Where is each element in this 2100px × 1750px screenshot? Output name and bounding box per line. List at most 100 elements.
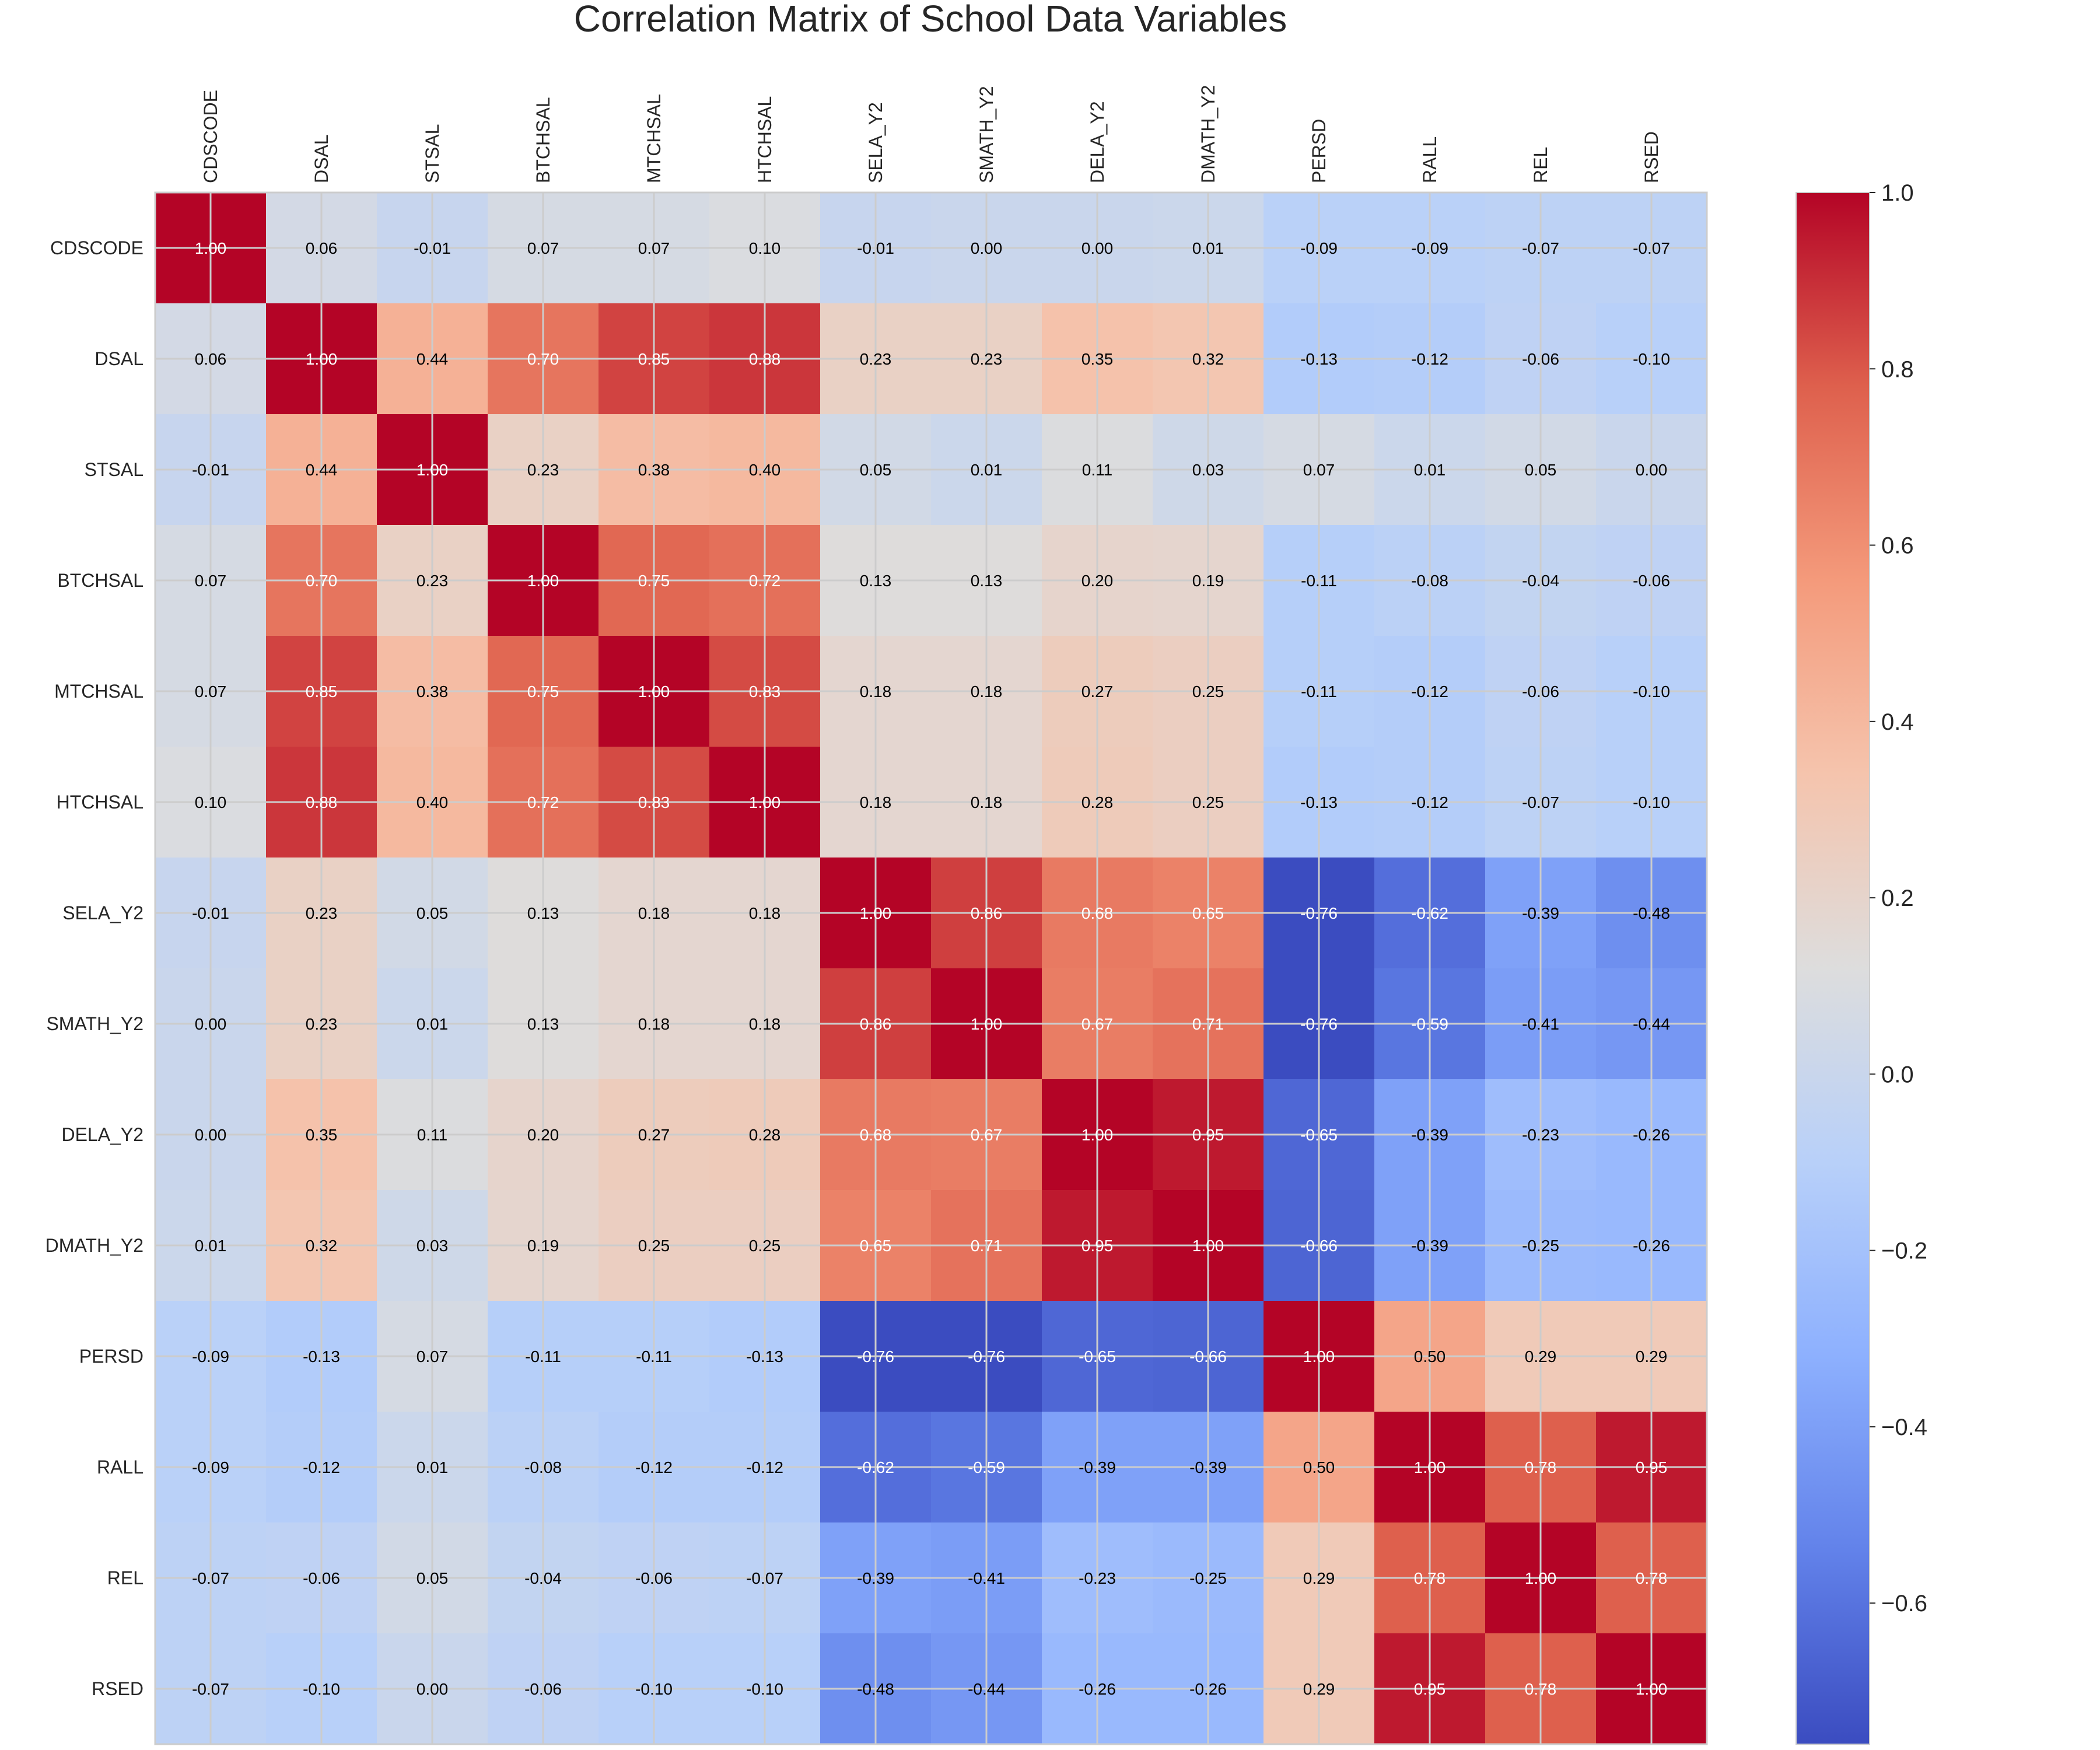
heatmap-cell-value: 0.50	[1303, 1458, 1335, 1476]
row-label: SELA_Y2	[62, 902, 144, 923]
heatmap-cell-value: 0.38	[638, 461, 670, 479]
heatmap-cell-value: -0.39	[1079, 1458, 1116, 1476]
heatmap-cell-value: -0.08	[524, 1458, 562, 1476]
heatmap-cell-value: 0.07	[195, 572, 227, 590]
heatmap-cell-value: 0.44	[416, 350, 449, 368]
heatmap-cell-value: 0.29	[1303, 1680, 1335, 1698]
heatmap-cell-value: -0.10	[1633, 350, 1670, 368]
heatmap-cell-value: -0.66	[1189, 1348, 1227, 1366]
colorbar-tick-label: −0.2	[1881, 1238, 1927, 1264]
heatmap-cell-value: 0.95	[1082, 1237, 1114, 1255]
heatmap-cell-value: 0.83	[638, 793, 670, 811]
heatmap-cell-value: -0.11	[1301, 572, 1337, 590]
heatmap-cell-value: 0.35	[306, 1126, 338, 1144]
heatmap-cell-value: 0.88	[306, 793, 338, 811]
row-label: DELA_Y2	[61, 1124, 144, 1145]
heatmap-cell-value: 0.01	[195, 1237, 227, 1255]
heatmap-cell-value: 1.00	[1192, 1237, 1224, 1255]
heatmap-cell-value: -0.07	[1522, 239, 1559, 257]
heatmap-cell-value: 0.86	[971, 904, 1003, 922]
heatmap-cell-value: 0.75	[638, 572, 670, 590]
heatmap-cell-value: -0.01	[414, 239, 451, 257]
heatmap-cell-value: 0.78	[1525, 1680, 1557, 1698]
heatmap-cell-value: 0.23	[306, 1015, 338, 1033]
heatmap-cell-value: 0.18	[971, 682, 1003, 701]
heatmap-cell-value: 0.85	[306, 682, 338, 701]
heatmap-cell-value: 0.78	[1414, 1569, 1446, 1587]
column-label: SMATH_Y2	[976, 86, 997, 183]
heatmap-cell-value: 1.00	[971, 1015, 1003, 1033]
colorbar-tick-label: 0.0	[1881, 1062, 1914, 1087]
heatmap-cell-value: 0.23	[860, 350, 892, 368]
heatmap-cell-value: 0.00	[195, 1015, 227, 1033]
heatmap-cell-value: 0.06	[306, 239, 338, 257]
row-labels: CDSCODE DSAL STSAL BTCHSAL MTCHSAL HTCHSAL SEL…	[46, 237, 144, 1699]
heatmap-cell-value: 1.00	[195, 239, 227, 257]
heatmap-cell-value: 0.11	[1082, 461, 1112, 479]
column-label: BTCHSAL	[533, 97, 554, 183]
row-label: SMATH_Y2	[46, 1013, 144, 1034]
heatmap-cell-value: 1.00	[1525, 1569, 1557, 1587]
heatmap-cell-value: 0.85	[638, 350, 670, 368]
heatmap-cell-value: -0.11	[636, 1348, 672, 1366]
heatmap-cell-value: 0.19	[527, 1237, 559, 1255]
heatmap-cell-value: 0.01	[416, 1015, 449, 1033]
heatmap-cell-value: 0.19	[1192, 572, 1224, 590]
heatmap-cell-value: 0.29	[1525, 1348, 1557, 1366]
heatmap-cell-value: 0.27	[638, 1126, 670, 1144]
heatmap-cell-value: 0.86	[860, 1015, 892, 1033]
heatmap-cell-value: 0.23	[527, 461, 559, 479]
row-label: MTCHSAL	[54, 681, 144, 702]
heatmap-cell-value: -0.01	[192, 461, 229, 479]
heatmap-cell-value: -0.76	[857, 1348, 894, 1366]
heatmap-cell-value: -0.09	[1300, 239, 1338, 257]
heatmap-cell-value: -0.23	[1079, 1569, 1116, 1587]
heatmap-cell-value: 0.50	[1414, 1348, 1446, 1366]
heatmap-cell-value: -0.10	[1633, 682, 1670, 701]
heatmap-cell-value: 0.23	[306, 904, 338, 922]
heatmap-cell-value: -0.76	[1300, 1015, 1338, 1033]
column-label: MTCHSAL	[643, 94, 664, 183]
row-label: HTCHSAL	[57, 792, 144, 813]
heatmap-cell-value: 0.11	[417, 1126, 447, 1144]
heatmap-cell-value: 0.88	[749, 350, 781, 368]
heatmap-cell-value: 0.05	[416, 1569, 449, 1587]
heatmap-cell-value: 0.23	[416, 572, 449, 590]
heatmap-cell-value: 0.67	[1082, 1015, 1114, 1033]
heatmap-cell-value: 0.18	[638, 904, 670, 922]
heatmap-cell-value: 0.13	[527, 1015, 559, 1033]
column-label: PERSD	[1308, 119, 1329, 183]
heatmap-cell-value: 1.00	[1414, 1458, 1446, 1476]
heatmap-cell-value: -0.12	[635, 1458, 673, 1476]
heatmap-cell-value: -0.01	[857, 239, 894, 257]
column-label: STSAL	[422, 124, 443, 183]
column-label: DMATH_Y2	[1198, 85, 1219, 183]
heatmap-cell-value: -0.10	[303, 1680, 340, 1698]
heatmap-cell-value: -0.12	[746, 1458, 783, 1476]
heatmap-cell-value: -0.06	[524, 1680, 562, 1698]
column-label: RALL	[1419, 136, 1440, 183]
heatmap-cell-value: -0.06	[1522, 350, 1559, 368]
heatmap-cell-value: 0.75	[527, 682, 559, 701]
heatmap-cell-value: -0.13	[1300, 350, 1338, 368]
heatmap-cell-value: 0.95	[1636, 1458, 1668, 1476]
heatmap-cell-value: 0.01	[1414, 461, 1446, 479]
heatmap-cell-value: 0.03	[1192, 461, 1224, 479]
heatmap-cell-value: 0.40	[749, 461, 781, 479]
heatmap-cell-value: -0.07	[1633, 239, 1670, 257]
colorbar-tick-label: 0.8	[1881, 356, 1914, 382]
heatmap-cell-value: -0.11	[1301, 682, 1337, 701]
heatmap-cell-value: 1.00	[749, 793, 781, 811]
heatmap-cell-labels: 1.00 0.06 -0.01 0.07 0.07 0.10 -0.01 0.00 0.00 0.…	[192, 239, 1670, 1698]
heatmap-cell-value: -0.39	[1522, 904, 1559, 922]
heatmap-cell-value: 1.00	[527, 572, 559, 590]
heatmap-cell-value: -0.26	[1633, 1237, 1670, 1255]
column-label: RSED	[1641, 131, 1662, 183]
heatmap-cell-value: 0.35	[1082, 350, 1114, 368]
heatmap-cell-value: 0.29	[1303, 1569, 1335, 1587]
heatmap-cell-value: 0.78	[1525, 1458, 1557, 1476]
heatmap-cell-value: 0.07	[638, 239, 670, 257]
heatmap-cell-value: -0.04	[1522, 572, 1559, 590]
row-label: RSED	[92, 1678, 144, 1699]
heatmap-cell-value: 1.00	[860, 904, 892, 922]
